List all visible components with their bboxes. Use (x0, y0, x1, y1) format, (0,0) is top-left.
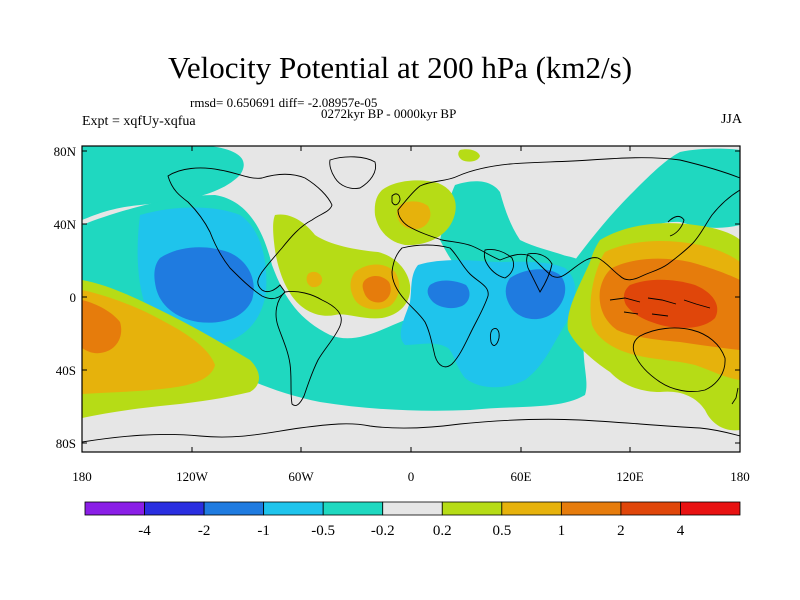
colorbar-labels: -4 -2 -1 -0.5 -0.2 0.2 0.5 1 2 4 (138, 523, 684, 539)
colorbar-swatch (501, 501, 562, 516)
colorbar-swatch (144, 501, 205, 516)
colorbar-level-label: -0.5 (311, 523, 335, 539)
lat-label: 80N (54, 144, 77, 159)
lat-label: 80S (56, 436, 76, 451)
coast-new-zealand (731, 387, 739, 405)
lon-tick-marks (191, 146, 631, 452)
coast-north-america (167, 167, 333, 300)
stats-line: rmsd= 0.650691 diff= -2.08957e-05 (190, 95, 378, 110)
colorbar-level-label: -2 (198, 523, 211, 539)
coast-greenland (329, 156, 377, 189)
coast-eurasia (397, 157, 740, 281)
colorbar-swatch (680, 501, 741, 516)
lon-label: 120E (616, 469, 644, 484)
contour-north-teal (82, 146, 244, 220)
contour-africa-blue (427, 280, 470, 309)
colorbar-level-label: 4 (677, 523, 685, 539)
coast-south-america (275, 291, 342, 407)
coast-arabia (483, 249, 515, 279)
coast-indonesia (609, 297, 711, 317)
contour-arctic-green (458, 149, 480, 162)
coast-japan (667, 215, 685, 237)
lat-tick-marks (82, 150, 740, 444)
map-title: Velocity Potential at 200 hPa (km2/s) (167, 50, 633, 85)
colorbar-level-label: 0.2 (433, 523, 452, 539)
experiment-label: Expt = xqfUy-xqfua (82, 114, 196, 129)
colorbar-swatch (203, 501, 265, 516)
coast-africa (391, 244, 489, 368)
lon-label: 180 (730, 469, 750, 484)
colorbar-swatch (441, 501, 503, 516)
colorbar-level-label: 0.5 (492, 523, 511, 539)
lon-label: 180 (72, 469, 92, 484)
colorbar-level-label: -0.2 (371, 523, 395, 539)
lon-label: 0 (408, 469, 415, 484)
colorbar-swatch (263, 501, 324, 516)
contour-field (82, 146, 740, 431)
contour-atlantic-orange (362, 276, 391, 303)
colorbar-level-label: 2 (617, 523, 625, 539)
contour-indian-blue (505, 269, 566, 320)
coast-madagascar (489, 327, 500, 346)
colorbar (84, 501, 741, 516)
lon-label: 120W (176, 469, 209, 484)
coastlines (82, 156, 740, 443)
contour-sam-yellow (306, 271, 323, 288)
lat-label: 0 (70, 290, 77, 305)
contour-epac-yellow (82, 290, 215, 394)
colorbar-level-label: -4 (138, 523, 151, 539)
lon-labels: 180 120W 60W 0 60E 120E 180 (72, 469, 750, 484)
colorbar-level-label: 1 (558, 523, 566, 539)
season-label: JJA (720, 112, 742, 127)
contour-europe-yellow (396, 201, 431, 230)
lat-labels: 80N 40N 0 40S 80S (54, 144, 77, 451)
coast-antarctica (82, 418, 740, 443)
lon-label: 60E (511, 469, 532, 484)
colorbar-swatch (620, 501, 681, 516)
colorbar-level-label: -1 (257, 523, 270, 539)
colorbar-swatch (382, 501, 443, 516)
period-label: 0272kyr BP - 0000kyr BP (321, 106, 457, 121)
coast-australia (632, 327, 726, 393)
coast-uk (391, 193, 401, 206)
contour-epac-orange (82, 300, 122, 354)
colorbar-swatch (84, 501, 145, 516)
lat-label: 40N (54, 217, 77, 232)
colorbar-swatch (322, 501, 384, 516)
coast-india (526, 253, 553, 293)
lat-label: 40S (56, 363, 76, 378)
colorbar-swatch (560, 501, 622, 516)
lon-label: 60W (288, 469, 314, 484)
contour-wpac-red (623, 279, 718, 328)
